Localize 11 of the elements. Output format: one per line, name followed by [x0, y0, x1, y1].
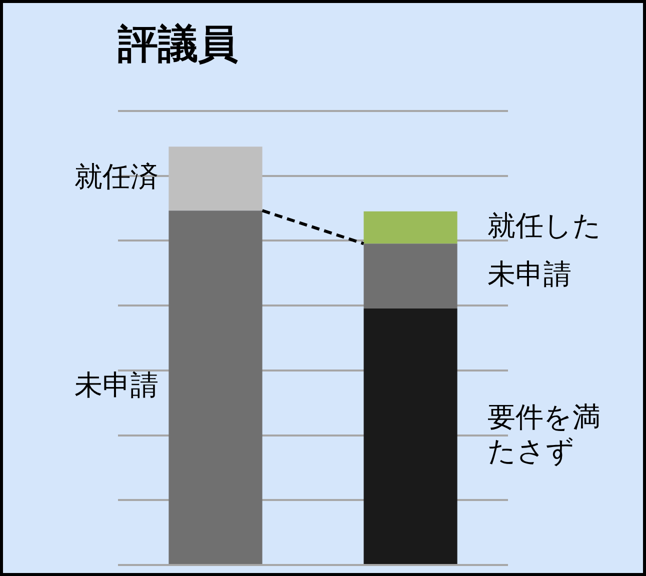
bar	[168, 210, 262, 564]
series-label: 就任済	[74, 160, 159, 193]
bar	[364, 308, 458, 564]
series-label: 就任した	[487, 208, 602, 242]
bar	[364, 211, 458, 244]
bar	[168, 146, 262, 211]
bar	[364, 244, 458, 308]
series-label: 要件を満たさず	[487, 400, 600, 468]
text: 未申請	[487, 257, 572, 290]
series-label: 未申請	[74, 368, 159, 402]
chart-title: 評議員	[117, 21, 238, 68]
